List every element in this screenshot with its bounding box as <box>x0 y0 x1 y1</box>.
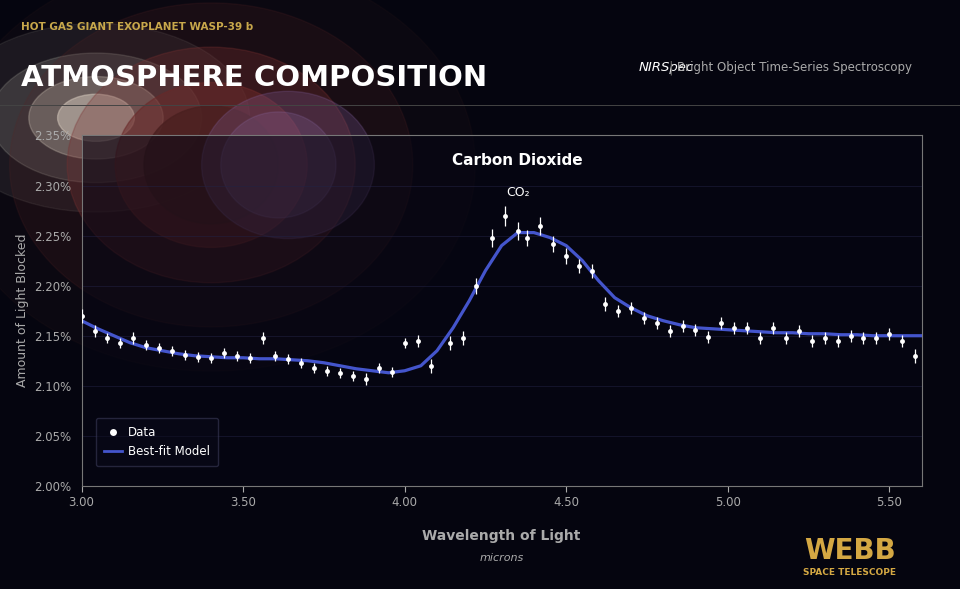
Ellipse shape <box>67 47 355 283</box>
Text: HOT GAS GIANT EXOPLANET WASP-39 b: HOT GAS GIANT EXOPLANET WASP-39 b <box>21 22 253 32</box>
Text: microns: microns <box>479 553 524 562</box>
Bar <box>82 135 922 486</box>
Ellipse shape <box>221 112 336 218</box>
Ellipse shape <box>29 77 163 159</box>
Ellipse shape <box>0 24 250 212</box>
Text: ATMOSPHERE COMPOSITION: ATMOSPHERE COMPOSITION <box>21 64 488 92</box>
Ellipse shape <box>10 3 413 327</box>
Text: SPACE TELESCOPE: SPACE TELESCOPE <box>804 568 896 577</box>
Text: Wavelength of Light: Wavelength of Light <box>422 529 581 543</box>
Y-axis label: Amount of Light Blocked: Amount of Light Blocked <box>16 234 30 388</box>
Ellipse shape <box>58 94 134 141</box>
Ellipse shape <box>0 53 202 183</box>
Legend: Data, Best-fit Model: Data, Best-fit Model <box>96 418 218 466</box>
Text: NIRSpec: NIRSpec <box>638 61 693 74</box>
Text: WEBB: WEBB <box>804 537 896 565</box>
Text: CO₂: CO₂ <box>506 186 530 198</box>
Ellipse shape <box>0 0 475 371</box>
Text: Bright Object Time-Series Spectroscopy: Bright Object Time-Series Spectroscopy <box>677 61 912 74</box>
Text: |: | <box>668 60 673 75</box>
Text: Carbon Dioxide: Carbon Dioxide <box>452 153 583 167</box>
Ellipse shape <box>115 82 307 247</box>
Ellipse shape <box>144 106 278 224</box>
Ellipse shape <box>202 91 374 239</box>
